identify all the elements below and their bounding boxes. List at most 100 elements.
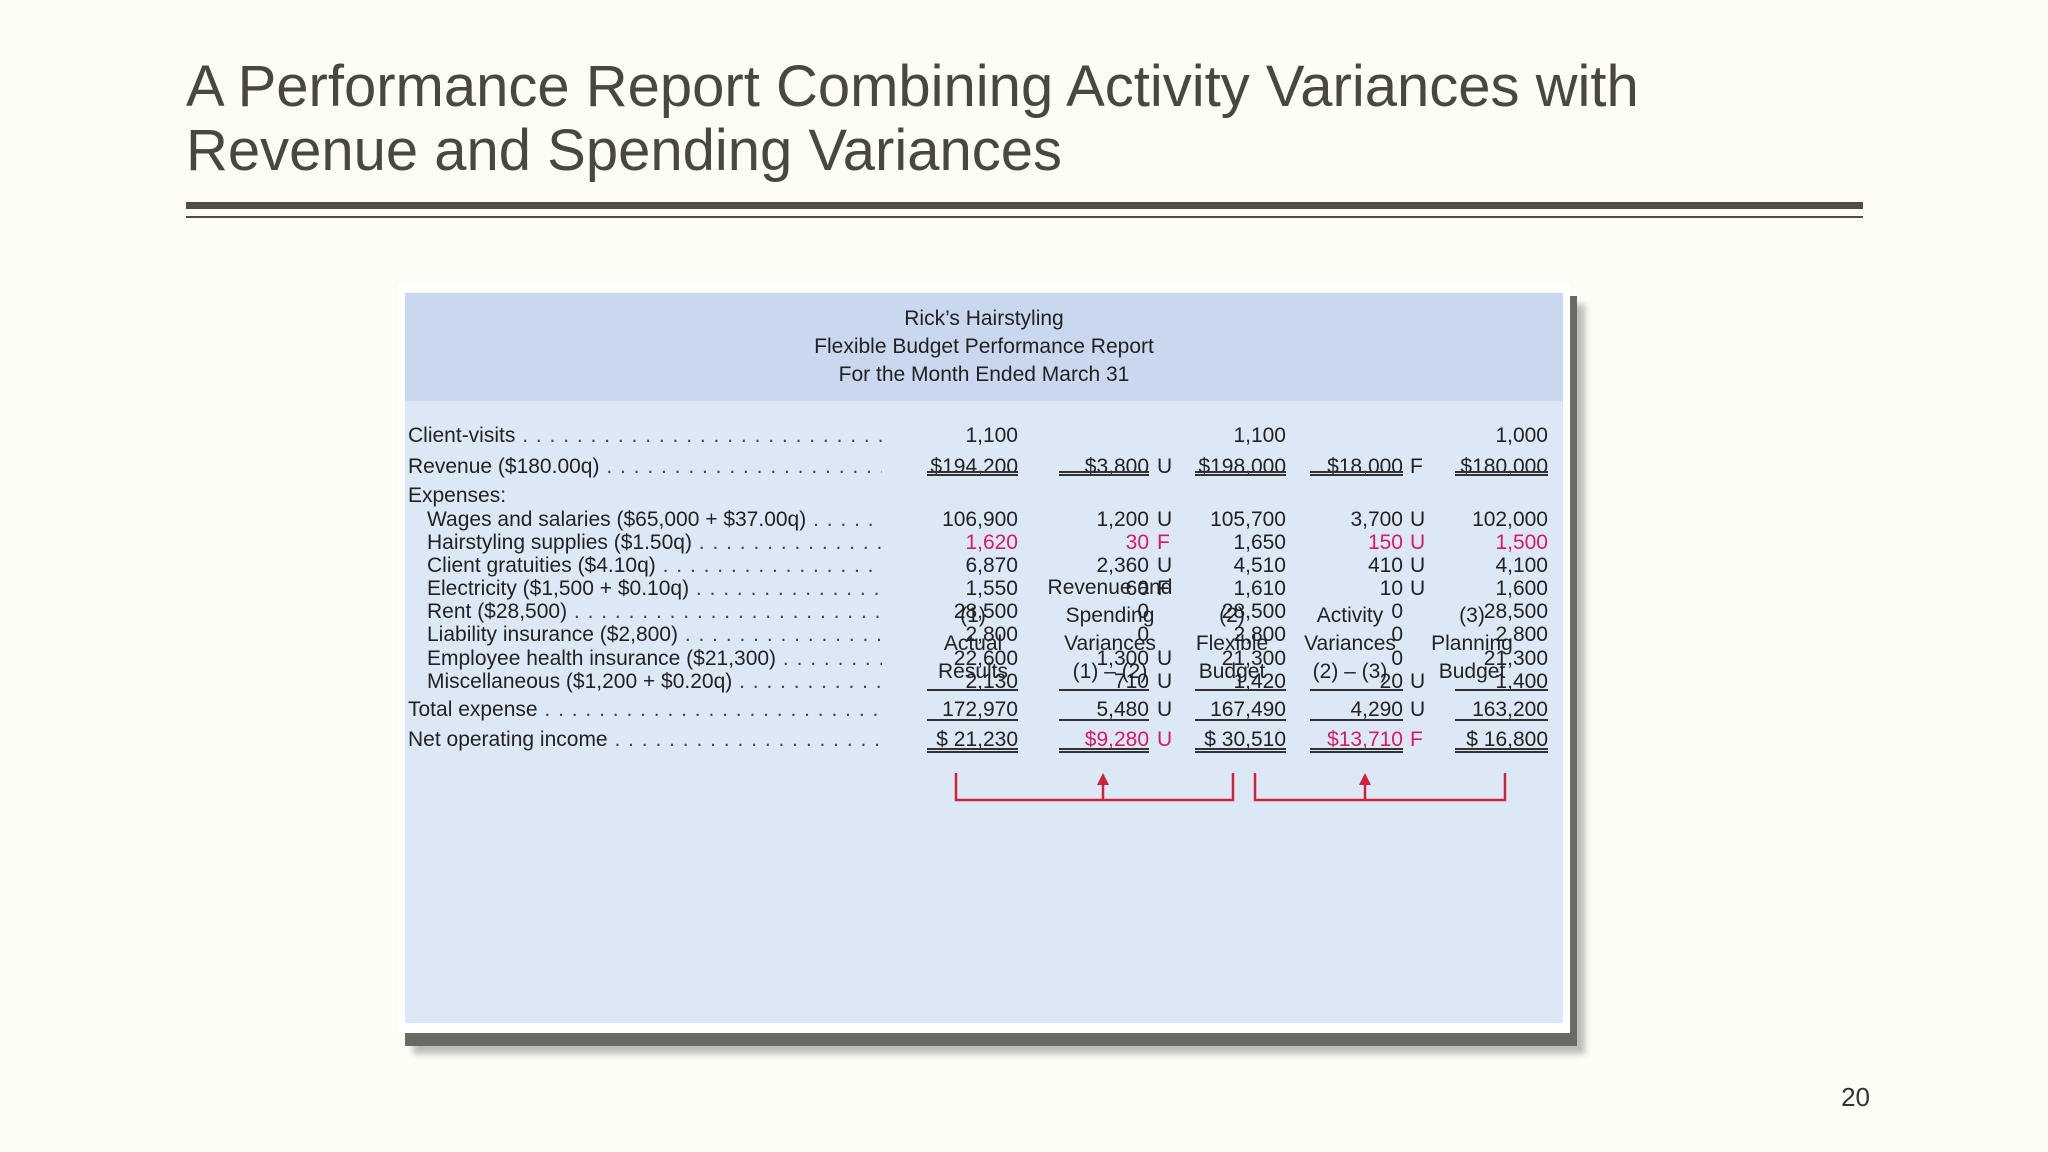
row-leader-dots: . . . . . . . . . . . . . . . . . . . . … — [522, 424, 882, 447]
row-label-text: Rent ($28,500) — [427, 600, 568, 623]
variance-flag: F — [1157, 531, 1170, 554]
row-label-text: Net operating income — [408, 728, 608, 751]
variance-flag: U — [1410, 577, 1426, 600]
cell-flexible: 105,700 — [1210, 508, 1286, 531]
column-header-line: (1) – (2) — [1072, 660, 1148, 683]
cell-planning: 1,600 — [1495, 577, 1548, 600]
row-leader-dots: . . . . . . . . . . . . . . . . . . . . … — [544, 698, 882, 721]
row-label-text: Revenue ($180.00q) — [408, 455, 600, 478]
row-label-text: Total expense — [408, 698, 538, 721]
variance-flag: U — [1410, 531, 1426, 554]
variance-flag: U — [1410, 554, 1426, 577]
row-leader-dots: . . . . . . . . . . . . . . . . . — [684, 623, 882, 646]
row-label-text: Miscellaneous ($1,200 + $0.20q) — [427, 670, 733, 693]
column-header-line: (1) — [960, 604, 986, 627]
double-underline-rule — [1455, 748, 1548, 753]
title-divider-thick — [186, 202, 1863, 209]
row-label: Employee health insurance ($21,300) . . … — [427, 645, 882, 673]
column-header-line: Actual — [943, 632, 1003, 655]
row-label: Rent ($28,500) . . . . . . . . . . . . .… — [427, 598, 882, 626]
column-header-line: Budget — [1438, 660, 1506, 683]
cell-planning: 1,000 — [1495, 424, 1548, 447]
underline-rule — [1455, 689, 1548, 691]
column-header-line: Revenue and — [1047, 576, 1173, 599]
row-leader-dots: . . . . . . . . . . . . . . . . — [698, 531, 882, 554]
report-header: Rick’s Hairstyling Flexible Budget Perfo… — [405, 293, 1563, 401]
cell-rs-var: 2,360 — [1096, 554, 1149, 577]
row-label-text: Electricity ($1,500 + $0.10q) — [427, 577, 690, 600]
column-header-line: Budget — [1198, 660, 1266, 683]
column-header-line: Variances — [1064, 632, 1156, 655]
cell-actual: 1,620 — [965, 531, 1018, 554]
title-divider-thin — [186, 216, 1863, 218]
column-header-line: (2) — [1219, 604, 1245, 627]
variance-flag: F — [1157, 577, 1170, 600]
cell-planning: 28,500 — [1483, 600, 1548, 623]
row-label: Hairstyling supplies ($1.50q) . . . . . … — [427, 529, 882, 557]
cell-act-var: 410 — [1367, 554, 1403, 577]
row-leader-dots: . . . . . — [806, 508, 875, 531]
cell-act-var: 0 — [1391, 600, 1403, 623]
column-header-line: Results — [937, 660, 1009, 683]
row-label-text: Hairstyling supplies ($1.50q) — [427, 531, 692, 554]
slide-title: A Performance Report Combining Activity … — [186, 55, 1886, 183]
row-label: Net operating income . . . . . . . . . .… — [408, 726, 882, 754]
cell-rs-var: 1,300 — [1096, 647, 1149, 670]
cell-act-var: 150 — [1367, 531, 1403, 554]
row-label-text: Client-visits — [408, 424, 516, 447]
row-leader-dots: . . . . . . . . . . . — [732, 670, 882, 693]
row-label: Client-visits . . . . . . . . . . . . . … — [408, 422, 882, 450]
column-header-line: Planning — [1431, 632, 1513, 655]
arrow-revenue-spending-arrowhead — [1097, 773, 1109, 785]
row-leader-dots: . . . . . . . . . . . . . . . . . . . . … — [573, 600, 882, 623]
variance-flag: U — [1157, 554, 1173, 577]
slide-title-line-2: Revenue and Spending Variances — [186, 118, 1063, 183]
column-header-line: (2) – (3) — [1312, 660, 1388, 683]
cell-rs-var: 710 — [1113, 670, 1149, 693]
cell-rs-var: 5,480 — [1096, 698, 1149, 721]
bracket-flexible-to-planning — [1253, 773, 1507, 802]
double-underline-rule — [1310, 471, 1403, 476]
cell-act-var: $13,710 — [1327, 728, 1403, 751]
row-leader-dots: . . . . . . . . . . . . . . . . . . . . … — [606, 455, 882, 478]
cell-rs-var: 0 — [1137, 600, 1149, 623]
arrow-activity-arrowhead — [1359, 773, 1371, 785]
cell-actual: 1,550 — [965, 577, 1018, 600]
double-underline-rule — [927, 748, 1018, 753]
double-underline-rule — [1195, 748, 1286, 753]
variance-flag: U — [1157, 698, 1173, 721]
row-leader-dots: . . . . . . . . . . . . . . . . . . . . … — [614, 728, 882, 751]
cell-flexible: 4,510 — [1233, 554, 1286, 577]
row-leader-dots: . . . . . . . . . . . . . . . . — [695, 577, 882, 600]
row-label: Total expense . . . . . . . . . . . . . … — [408, 696, 882, 724]
double-underline-rule — [1455, 471, 1548, 476]
variance-brackets — [954, 773, 1507, 802]
variance-flag: U — [1157, 670, 1173, 693]
column-header-line: (3) — [1459, 604, 1485, 627]
row-label-text: Liability insurance ($2,800) — [427, 623, 678, 646]
cell-flexible: 167,490 — [1210, 698, 1286, 721]
cell-flexible: 1,610 — [1233, 577, 1286, 600]
cell-rs-var: $9,280 — [1084, 728, 1149, 751]
performance-report-image: Rick’s Hairstyling Flexible Budget Perfo… — [398, 283, 1570, 1033]
column-header-line: Flexible — [1195, 632, 1269, 655]
variance-flag: U — [1157, 728, 1173, 751]
variance-flag: U — [1157, 455, 1173, 478]
cell-flexible: 28,500 — [1221, 600, 1286, 623]
cell-act-var: 0 — [1391, 623, 1403, 646]
cell-rs-var: 30 — [1125, 531, 1149, 554]
cell-planning: 163,200 — [1472, 698, 1548, 721]
underline-rule — [1059, 689, 1149, 691]
cell-flexible: 1,420 — [1233, 670, 1286, 693]
cell-planning: $ 16,800 — [1466, 728, 1548, 751]
variance-flag: U — [1157, 508, 1173, 531]
row-label: Liability insurance ($2,800) . . . . . .… — [427, 621, 882, 649]
cell-flexible: 1,650 — [1233, 531, 1286, 554]
cell-act-var: 4,290 — [1350, 698, 1403, 721]
underline-rule — [1195, 689, 1286, 691]
underline-rule — [1310, 719, 1403, 721]
cell-rs-var: 1,200 — [1096, 508, 1149, 531]
cell-act-var: 20 — [1379, 670, 1403, 693]
column-header-line: Variances — [1304, 632, 1396, 655]
underline-rule — [1195, 719, 1286, 721]
